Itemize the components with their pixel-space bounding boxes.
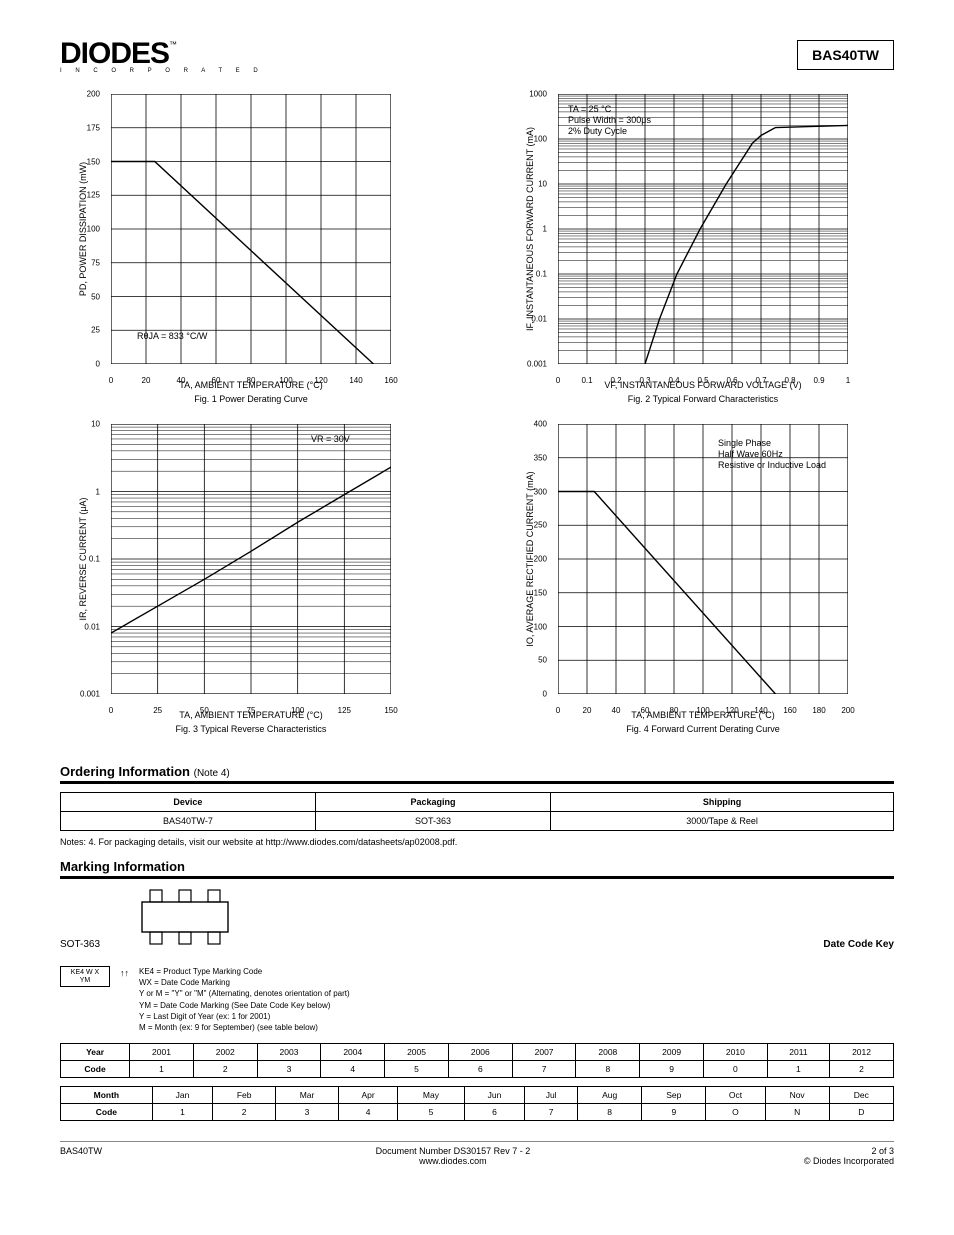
- rule: [60, 876, 894, 879]
- footer-center: Document Number DS30157 Rev 7 - 2 www.di…: [102, 1146, 804, 1166]
- logo-tm: ™: [169, 40, 177, 49]
- company-logo: DIODES™ I N C O R P O R A T E D: [60, 40, 264, 74]
- svg-text:Resistive or Inductive Load: Resistive or Inductive Load: [718, 460, 826, 470]
- marking-arrows: ↑↑: [120, 966, 129, 978]
- fig1-block: PD, POWER DISSIPATION (mW) 0255075100125…: [60, 94, 442, 404]
- marking-legend: KE4 = Product Type Marking CodeWX = Date…: [139, 966, 350, 1033]
- fig4-caption: Fig. 4 Forward Current Derating Curve: [626, 724, 780, 734]
- fig3-block: IR, REVERSE CURRENT (μA) 0.0010.010.1110…: [60, 424, 442, 734]
- fig1-caption: Fig. 1 Power Derating Curve: [194, 394, 308, 404]
- footer-copyright: © Diodes Incorporated: [804, 1156, 894, 1166]
- fig3-ylabel: IR, REVERSE CURRENT (μA): [78, 497, 88, 620]
- page-header: DIODES™ I N C O R P O R A T E D BAS40TW: [60, 40, 894, 74]
- fig4-block: IO, AVERAGE RECTIFIED CURRENT (mA) 05010…: [512, 424, 894, 734]
- ordering-title: Ordering Information (Note 4): [60, 764, 894, 779]
- footer-doc: Document Number DS30157 Rev 7 - 2: [102, 1146, 804, 1156]
- footer-url: www.diodes.com: [102, 1156, 804, 1166]
- svg-text:VR = 30V: VR = 30V: [311, 434, 350, 444]
- svg-text:Pulse Width = 300μs: Pulse Width = 300μs: [568, 115, 651, 125]
- fig2-plot: TA = 25 °CPulse Width = 300μs2% Duty Cyc…: [558, 94, 848, 364]
- fig2-caption: Fig. 2 Typical Forward Characteristics: [628, 394, 778, 404]
- ordering-table: DevicePackagingShippingBAS40TW-7SOT-3633…: [60, 792, 894, 831]
- svg-text:Half Wave 60Hz: Half Wave 60Hz: [718, 449, 783, 459]
- marking-title: Marking Information: [60, 859, 894, 874]
- date-code-label: Date Code Key: [823, 939, 894, 950]
- fig4-plot: Single PhaseHalf Wave 60HzResistive or I…: [558, 424, 848, 694]
- fig2-ylabel: IF, INSTANTANEOUS FORWARD CURRENT (mA): [525, 127, 535, 331]
- ordering-title-text: Ordering Information: [60, 764, 190, 779]
- svg-text:TA = 25 °C: TA = 25 °C: [568, 104, 612, 114]
- fig1-plot: RθJA = 833 °C/W: [111, 94, 391, 364]
- part-number-box: BAS40TW: [797, 40, 894, 70]
- svg-text:Single Phase: Single Phase: [718, 438, 771, 448]
- ordering-footnote: Notes: 4. For packaging details, visit o…: [60, 837, 894, 847]
- fig2-block: IF, INSTANTANEOUS FORWARD CURRENT (mA) 0…: [512, 94, 894, 404]
- month-table: MonthJanFebMarAprMayJunJulAugSepOctNovDe…: [60, 1086, 894, 1121]
- rule: [60, 781, 894, 784]
- marking-box: KE4 W X YM: [60, 966, 110, 987]
- footer-right: 2 of 3 © Diodes Incorporated: [804, 1146, 894, 1166]
- package-icon: [130, 887, 240, 950]
- year-table: Year200120022003200420052006200720082009…: [60, 1043, 894, 1078]
- fig3-plot: VR = 30V: [111, 424, 391, 694]
- ordering-note-ref: (Note 4): [194, 768, 230, 779]
- marking-detail-row: KE4 W X YM ↑↑ KE4 = Product Type Marking…: [60, 966, 894, 1033]
- svg-text:2% Duty Cycle: 2% Duty Cycle: [568, 126, 627, 136]
- svg-text:RθJA = 833 °C/W: RθJA = 833 °C/W: [137, 331, 208, 341]
- logo-subtitle: I N C O R P O R A T E D: [60, 68, 264, 74]
- package-label: SOT-363: [60, 939, 100, 950]
- footer-left: BAS40TW: [60, 1146, 102, 1166]
- fig3-caption: Fig. 3 Typical Reverse Characteristics: [176, 724, 327, 734]
- footer-page: 2 of 3: [804, 1146, 894, 1156]
- marking-line1: KE4 W X: [61, 969, 109, 977]
- marking-line2: YM: [61, 977, 109, 985]
- package-row: SOT-363 Date Code Key: [60, 887, 894, 950]
- charts-grid: PD, POWER DISSIPATION (mW) 0255075100125…: [60, 94, 894, 734]
- page-footer: BAS40TW Document Number DS30157 Rev 7 - …: [60, 1141, 894, 1166]
- logo-text: DIODES: [60, 37, 169, 70]
